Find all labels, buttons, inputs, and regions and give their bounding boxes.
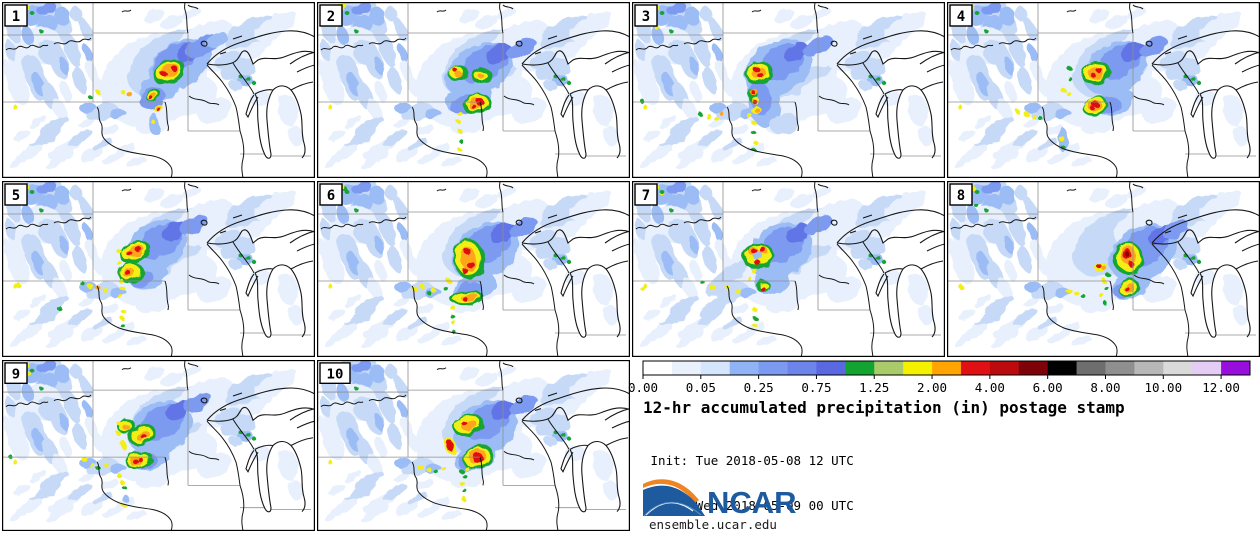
colorbar-tick-label: 1.25 bbox=[859, 380, 889, 395]
ensemble-panel-2: 2 bbox=[317, 2, 630, 178]
panel-number-label: 5 bbox=[12, 188, 20, 204]
precip-field bbox=[3, 181, 304, 349]
panel-number-label: 9 bbox=[12, 367, 20, 383]
panel-number-label: 10 bbox=[327, 367, 344, 383]
ensemble-panel-3: 3 bbox=[632, 2, 945, 178]
colorbar-tick-label: 4.00 bbox=[975, 380, 1005, 395]
colorbar-tick-label: 12.00 bbox=[1202, 380, 1240, 395]
ncar-logo-blue-streak bbox=[643, 501, 702, 517]
panel-number-label: 1 bbox=[12, 9, 20, 25]
basemap bbox=[632, 2, 945, 178]
ncar-logo-white-streak bbox=[645, 502, 694, 516]
panel-number-box bbox=[4, 4, 28, 27]
ensemble-panel-7: 7 bbox=[632, 181, 945, 357]
basemap bbox=[317, 2, 630, 178]
panel-number-label: 7 bbox=[642, 188, 650, 204]
panel-number-box bbox=[319, 183, 343, 206]
panel-number-box bbox=[634, 4, 658, 27]
ensemble-panel-5: 5 bbox=[2, 181, 315, 357]
panel-number-label: 2 bbox=[327, 9, 335, 25]
precip-field bbox=[3, 360, 304, 523]
basemap bbox=[947, 181, 1260, 357]
colorbar-tick-label: 0.25 bbox=[744, 380, 774, 395]
panel-number-label: 8 bbox=[957, 188, 965, 204]
basemap bbox=[632, 181, 945, 357]
init-time-label: Init: Tue 2018-05-08 12 UTC bbox=[643, 453, 854, 468]
basemap bbox=[947, 2, 1260, 178]
colorbar-tick-label: 8.00 bbox=[1090, 380, 1120, 395]
basemap bbox=[2, 360, 315, 531]
panel-number-box bbox=[319, 362, 351, 384]
ncar-logo: NCAR bbox=[641, 472, 801, 522]
ensemble-panel-8: 8 bbox=[947, 181, 1260, 357]
panel-number-box bbox=[4, 183, 28, 206]
colorbar-tick-label: 0.00 bbox=[628, 380, 658, 395]
basemap bbox=[317, 360, 630, 531]
ncar-logo-text: NCAR bbox=[707, 485, 797, 518]
colorbar-tick-label: 10.00 bbox=[1144, 380, 1182, 395]
precip-field bbox=[633, 181, 934, 349]
ensemble-panel-1: 1 bbox=[2, 2, 315, 178]
ensemble-panel-9: 9 bbox=[2, 360, 315, 531]
panel-number-box bbox=[634, 183, 658, 206]
ncar-logo-graphic: NCAR bbox=[643, 479, 797, 520]
ensemble-url-label: ensemble.ucar.edu bbox=[649, 517, 777, 532]
panel-number-label: 3 bbox=[642, 9, 650, 25]
figure-title: 12-hr accumulated precipitation (in) pos… bbox=[643, 398, 1125, 417]
ensemble-panel-6: 6 bbox=[317, 181, 630, 357]
basemap bbox=[2, 2, 315, 178]
colorbar-tick-label: 0.75 bbox=[801, 380, 831, 395]
precip-colorbar: 0.00 0.05 0.25 0.75 1.25 2.00 4.00 6.00 8.00 10.0… bbox=[625, 360, 1260, 400]
init-valid-block: Init: Tue 2018-05-08 12 UTC Valid: Wed 2… bbox=[643, 423, 854, 533]
ensemble-panel-10: 10 bbox=[317, 360, 630, 531]
ensemble-panel-4: 4 bbox=[947, 2, 1260, 178]
basemap bbox=[317, 181, 630, 357]
panel-number-label: 4 bbox=[957, 9, 965, 25]
panel-number-box bbox=[4, 362, 28, 384]
panel-number-box bbox=[949, 183, 973, 206]
colorbar-graphic: 0.00 0.05 0.25 0.75 1.25 2.00 4.00 6.00 8.00 10.0… bbox=[628, 360, 1251, 395]
colorbar-tick-label: 6.00 bbox=[1033, 380, 1063, 395]
colorbar-tick-label: 0.05 bbox=[686, 380, 716, 395]
panel-number-box bbox=[319, 4, 343, 27]
panel-number-label: 6 bbox=[327, 188, 335, 204]
panel-number-box bbox=[949, 4, 973, 27]
colorbar-tick-label: 2.00 bbox=[917, 380, 947, 395]
basemap bbox=[2, 181, 315, 357]
